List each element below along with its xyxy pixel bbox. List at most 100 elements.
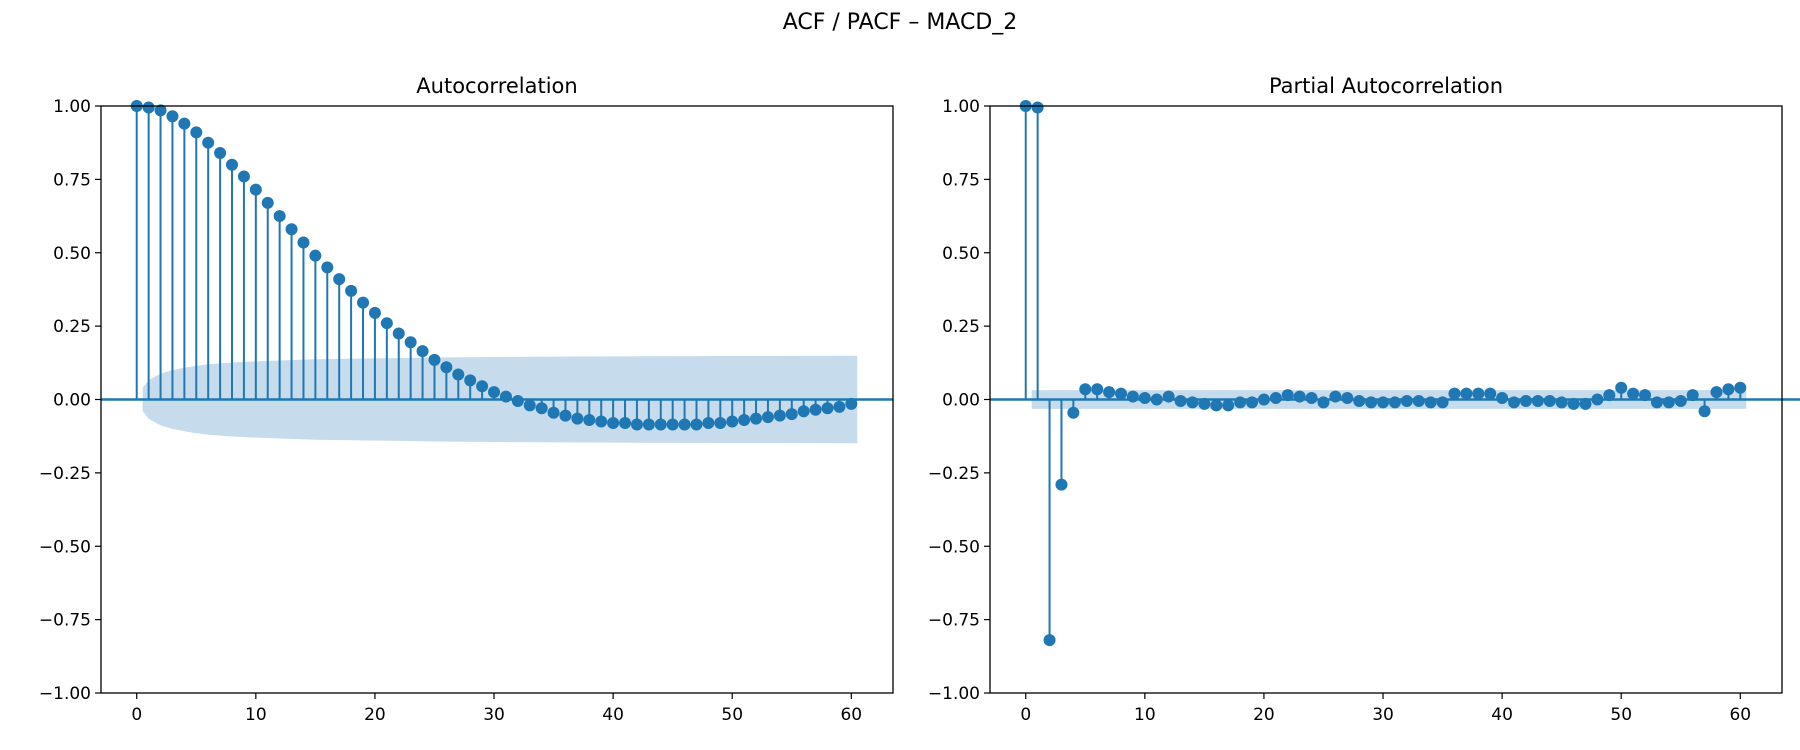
data-point	[428, 353, 441, 366]
data-point	[773, 409, 786, 422]
x-tick-label: 60	[840, 705, 862, 725]
data-point	[1424, 396, 1437, 409]
data-point	[333, 273, 346, 286]
data-point	[249, 183, 262, 196]
data-point	[642, 418, 655, 431]
data-point	[1317, 396, 1330, 409]
data-point	[1722, 383, 1735, 396]
data-point	[619, 416, 632, 429]
y-tick-label: 0.75	[942, 170, 980, 190]
data-point	[392, 327, 405, 340]
data-point	[309, 249, 322, 262]
data-point	[1234, 396, 1247, 409]
data-point	[1400, 394, 1413, 407]
data-point	[583, 414, 596, 427]
data-point	[1460, 387, 1473, 400]
data-point	[1686, 389, 1699, 402]
data-point	[380, 317, 393, 330]
y-tick-label: −0.25	[39, 464, 91, 484]
data-point	[202, 136, 215, 149]
y-tick-label: 0.25	[942, 317, 980, 337]
data-point	[1591, 393, 1604, 406]
data-point	[833, 400, 846, 413]
data-point	[1365, 396, 1378, 409]
data-point	[1305, 392, 1318, 405]
data-point	[1508, 396, 1521, 409]
y-tick-label: 0.00	[942, 391, 980, 411]
data-point	[1543, 394, 1556, 407]
data-point	[1043, 634, 1056, 647]
data-point	[499, 390, 512, 403]
data-point	[809, 403, 822, 416]
x-tick-label: 60	[1729, 705, 1751, 725]
data-point	[1377, 396, 1390, 409]
data-point	[226, 158, 239, 171]
data-point	[785, 408, 798, 421]
chart-panel-1: −1.00 −0.75 −0.50 −0.25 0.00 0.25 0.50 0.75 1.00…	[39, 74, 894, 725]
data-point	[166, 110, 179, 123]
data-point	[416, 345, 429, 358]
figure-title: ACF / PACF – MACD_2	[782, 10, 1018, 35]
data-point	[1067, 406, 1080, 419]
y-tick-label: −1.00	[928, 684, 980, 704]
data-point	[1150, 393, 1163, 406]
y-tick-label: −0.50	[39, 537, 91, 557]
chart-panel-2: −1.00 −0.75 −0.50 −0.25 0.00 0.25 0.50 0.75 1.00…	[928, 74, 1800, 725]
data-point	[404, 336, 417, 349]
data-point	[1650, 396, 1663, 409]
data-point	[452, 368, 465, 381]
data-point	[1138, 392, 1151, 405]
data-point	[821, 402, 834, 415]
x-tick-label: 0	[1020, 705, 1031, 725]
data-point	[678, 418, 691, 431]
data-point	[1329, 390, 1342, 403]
data-point	[1662, 396, 1675, 409]
x-tick-label: 50	[1610, 705, 1632, 725]
data-point	[1579, 397, 1592, 410]
data-point	[1341, 392, 1354, 405]
data-point	[1091, 383, 1104, 396]
data-point	[357, 296, 370, 309]
data-point	[1031, 101, 1044, 114]
data-point	[1639, 389, 1652, 402]
x-tick-label: 0	[131, 705, 142, 725]
data-point	[476, 380, 489, 393]
data-point	[1615, 381, 1628, 394]
data-point	[1103, 386, 1116, 399]
data-point	[1257, 393, 1270, 406]
y-tick-label: 0.75	[53, 170, 91, 190]
data-point	[1269, 392, 1282, 405]
panel-title: Autocorrelation	[416, 74, 577, 98]
x-tick-label: 10	[245, 705, 267, 725]
data-point	[1210, 399, 1223, 412]
data-point	[1174, 394, 1187, 407]
data-point	[1531, 394, 1544, 407]
data-point	[1388, 396, 1401, 409]
data-point	[345, 284, 358, 297]
y-tick-label: −0.25	[928, 464, 980, 484]
data-point	[726, 415, 739, 428]
data-point	[237, 170, 250, 183]
data-point	[464, 374, 477, 387]
data-point	[1079, 383, 1092, 396]
x-tick-label: 20	[364, 705, 386, 725]
data-point	[738, 414, 751, 427]
data-point	[1710, 386, 1723, 399]
data-point	[368, 306, 381, 319]
data-point	[273, 210, 286, 223]
data-point	[1555, 396, 1568, 409]
data-point	[1353, 394, 1366, 407]
y-tick-label: 1.00	[942, 97, 980, 117]
data-point	[1412, 394, 1425, 407]
data-point	[1436, 396, 1449, 409]
data-point	[1448, 387, 1461, 400]
data-point	[845, 397, 858, 410]
data-point	[1674, 394, 1687, 407]
data-point	[1186, 396, 1199, 409]
data-point	[1603, 389, 1616, 402]
data-point	[1246, 396, 1259, 409]
data-point	[1496, 392, 1509, 405]
x-tick-label: 40	[1491, 705, 1513, 725]
y-tick-label: −0.75	[928, 611, 980, 631]
data-point	[1567, 397, 1580, 410]
